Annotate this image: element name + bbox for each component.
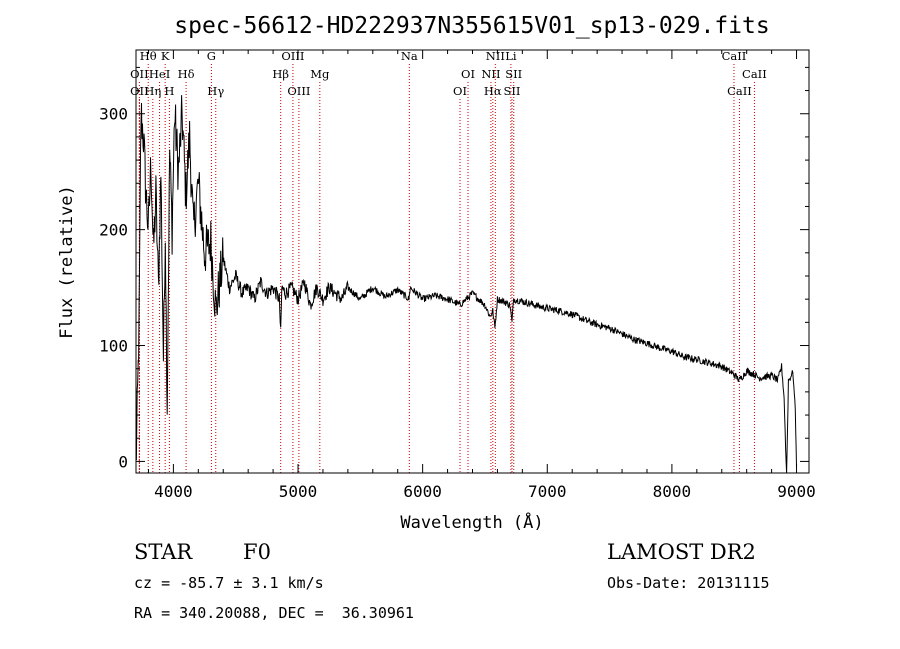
spectral-line-label: K <box>161 49 170 63</box>
spectral-line-label: SII <box>504 84 521 98</box>
x-tick-label: 8000 <box>653 482 692 501</box>
y-tick-label: 300 <box>99 105 128 124</box>
spectral-line-label: OIII <box>281 49 304 63</box>
flux-series-line <box>135 95 797 474</box>
x-tick-label: 7000 <box>528 482 567 501</box>
spectral-line-label: CaII <box>722 49 747 63</box>
spectral-line-label: G <box>207 49 216 63</box>
x-tick-label: 9000 <box>777 482 816 501</box>
x-axis-label: Wavelength (Å) <box>400 511 543 533</box>
x-tick-label: 4000 <box>154 482 193 501</box>
y-tick-label: 100 <box>99 337 128 356</box>
y-axis-label: Flux (relative) <box>57 185 77 339</box>
spectral-line-label: Li <box>505 49 517 63</box>
spectral-line-label: CaII <box>727 84 752 98</box>
spectral-line-label: OIII <box>287 84 310 98</box>
x-tick-label: 6000 <box>403 482 442 501</box>
axis-ticks: 4000 5000 6000 7000 8000 9000 0 100 200 300 <box>99 50 816 501</box>
coordinates: RA = 340.20088, DEC = 36.30961 <box>134 604 414 622</box>
spectral-line-label: Hβ <box>272 67 289 81</box>
y-tick-label: 200 <box>99 221 128 240</box>
spectral-line-label: HeI <box>149 67 170 81</box>
spectral-line-label: Hθ <box>140 49 157 63</box>
survey-name: LAMOST DR2 <box>607 540 756 564</box>
spectral-line-label: OII <box>130 67 149 81</box>
spectral-line-label: Hγ <box>207 84 224 98</box>
obs-date: Obs-Date: 20131115 <box>607 574 770 592</box>
object-type: STAR <box>134 540 193 564</box>
x-tick-label: 5000 <box>279 482 318 501</box>
spectral-line-label: OI <box>453 84 467 98</box>
spectral-line-label: SII <box>505 67 522 81</box>
spectral-line-label: CaII <box>742 67 767 81</box>
spectral-line-label: H <box>164 84 174 98</box>
object-subclass: F0 <box>243 540 271 564</box>
spectral-line-label: NII <box>481 67 500 81</box>
spectral-line-label: Hη <box>144 84 161 98</box>
spectral-line-label: OI <box>461 67 475 81</box>
spectral-line-label: Hα <box>484 84 502 98</box>
y-tick-label: 0 <box>118 452 128 471</box>
spectral-line-label: Hδ <box>178 67 195 81</box>
spectral-line-label: Mg <box>310 67 330 81</box>
redshift-cz: cz = -85.7 ± 3.1 km/s <box>134 574 324 592</box>
plot-frame <box>135 49 810 474</box>
spectral-line-markers <box>138 64 755 473</box>
chart-title: spec-56612-HD222937N355615V01_sp13-029.f… <box>174 13 769 39</box>
spectral-line-label: Na <box>401 49 418 63</box>
spectral-line-label: NII <box>486 49 505 63</box>
